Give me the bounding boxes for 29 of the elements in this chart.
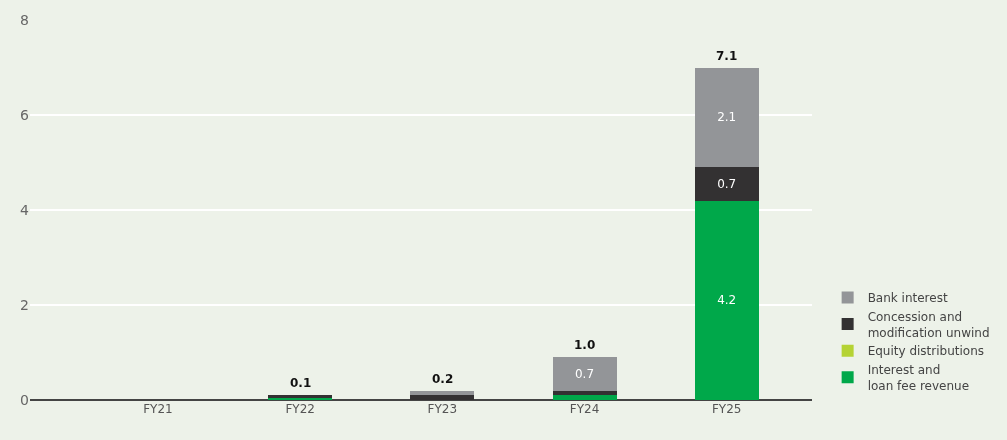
total-label: 0.2 xyxy=(432,372,454,386)
y-tick-label: 0 xyxy=(20,391,29,408)
legend-label: Concession and modification unwind xyxy=(867,309,990,340)
data-label: 4.2 xyxy=(717,293,737,308)
total-label: 1.0 xyxy=(574,338,596,352)
total-label: 7.1 xyxy=(716,49,738,63)
y-tick-label: 6 xyxy=(20,106,30,123)
y-tick-label: 8 xyxy=(20,11,29,28)
x-tick-label: FY21 xyxy=(143,402,173,416)
legend-label: Bank interest xyxy=(867,291,948,306)
data-label: 2.1 xyxy=(717,110,737,125)
bar xyxy=(694,167,759,201)
bar xyxy=(694,200,759,400)
x-tick-label: FY24 xyxy=(569,402,600,416)
bar xyxy=(410,394,475,400)
bar xyxy=(410,390,475,395)
bar xyxy=(694,67,759,168)
legend-label: Interest and loan fee revenue xyxy=(867,363,970,393)
bar xyxy=(552,395,617,400)
total-label: 0.1 xyxy=(290,376,312,390)
bar xyxy=(552,357,617,391)
x-tick-label: FY22 xyxy=(285,402,315,416)
data-label: 0.7 xyxy=(574,366,595,381)
x-tick-label: FY23 xyxy=(427,402,458,416)
legend-label: Equity distributions xyxy=(867,344,985,359)
x-tick-label: FY25 xyxy=(711,402,742,416)
y-tick-label: 2 xyxy=(20,296,29,313)
data-label: 0.7 xyxy=(717,176,737,191)
y-tick-label: 4 xyxy=(20,201,30,218)
